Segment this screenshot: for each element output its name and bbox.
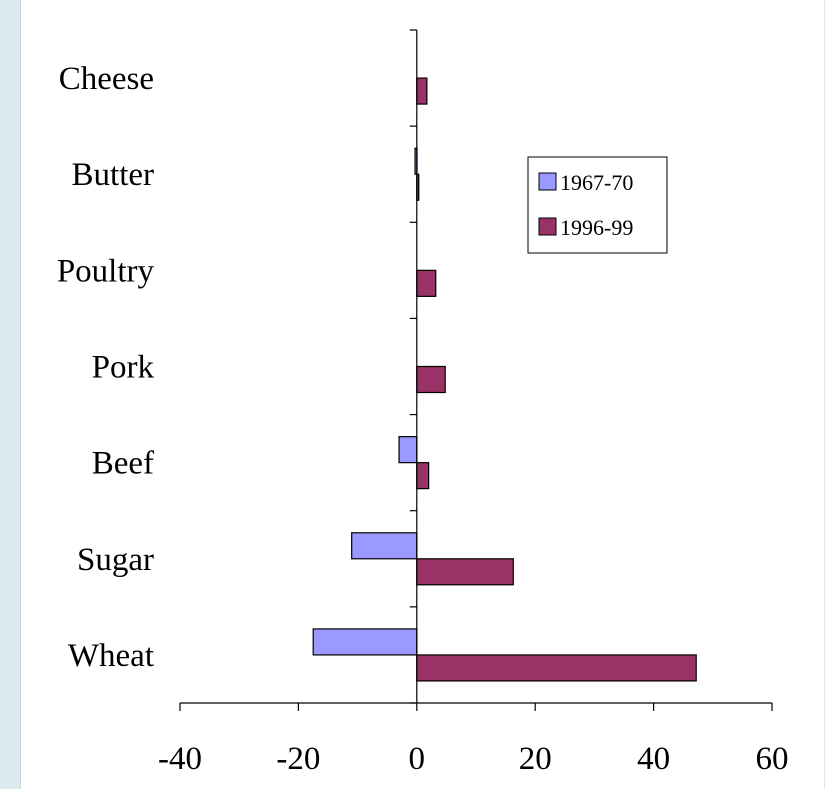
bar <box>416 365 446 394</box>
bar <box>312 628 418 656</box>
bar <box>416 558 514 586</box>
legend: 1967-70 1996-99 <box>527 156 668 254</box>
bar <box>351 532 418 560</box>
legend-swatch <box>538 172 557 191</box>
category-label: Butter <box>72 157 154 193</box>
axes <box>179 29 773 711</box>
legend-swatch <box>538 217 557 236</box>
x-tick-label: 60 <box>756 741 789 777</box>
bar <box>416 654 697 682</box>
x-tick-labels: -40 -20 0 20 40 60 <box>158 741 789 777</box>
x-tick-label: -40 <box>158 741 202 777</box>
x-tick-label: -20 <box>276 741 320 777</box>
bar <box>416 77 428 105</box>
bar <box>416 462 430 490</box>
legend-label: 1996-99 <box>560 215 633 240</box>
category-label: Sugar <box>77 542 154 578</box>
category-label: Beef <box>92 446 154 482</box>
category-labels: Cheese Butter Poultry Pork Beef Sugar Wheat <box>57 61 155 674</box>
category-label: Cheese <box>59 61 154 97</box>
x-tick-label: 40 <box>637 741 670 777</box>
category-label: Poultry <box>57 253 155 289</box>
legend-label: 1967-70 <box>560 170 633 195</box>
category-label: Pork <box>92 350 155 386</box>
bar-chart: Cheese Butter Poultry Pork Beef Sugar Wheat -4… <box>57 29 789 777</box>
bar <box>416 269 437 297</box>
bars <box>312 77 697 682</box>
category-label: Wheat <box>68 638 154 674</box>
bar <box>398 436 418 464</box>
x-tick-label: 0 <box>409 741 426 777</box>
chart-panel: Cheese Butter Poultry Pork Beef Sugar Wheat -4… <box>20 0 824 789</box>
x-tick-label: 20 <box>519 741 552 777</box>
